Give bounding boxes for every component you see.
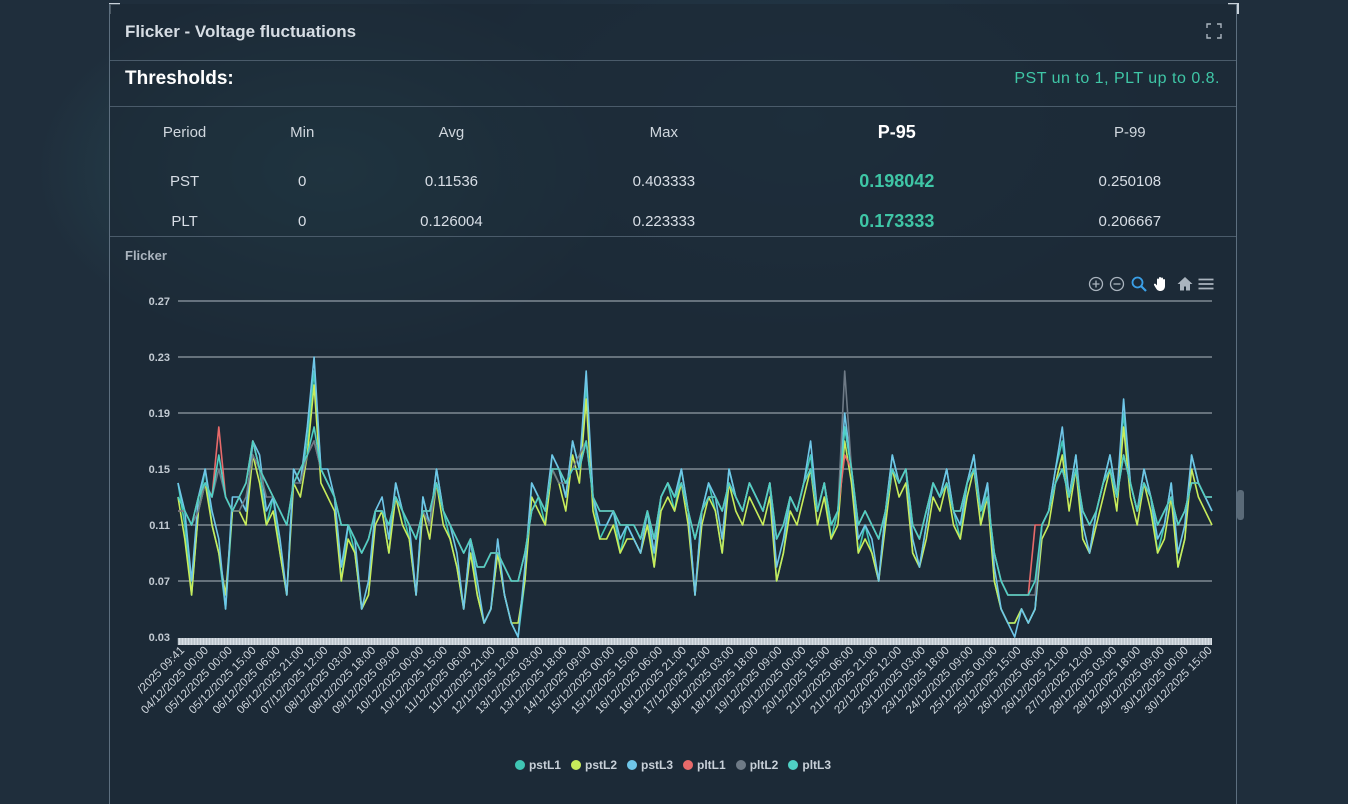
header-p95: P-95 xyxy=(877,121,916,142)
divider xyxy=(110,236,1236,237)
legend-item-pltL1[interactable]: pltL1 xyxy=(683,758,726,772)
y-tick-label: 0.27 xyxy=(149,296,170,308)
y-tick-label: 0.11 xyxy=(149,520,170,532)
legend-label: pltL2 xyxy=(749,758,779,772)
legend-label: pstL1 xyxy=(528,758,561,772)
legend-item-pstL3[interactable]: pstL3 xyxy=(627,758,673,772)
flicker-line-chart: 0.27 0.23 0.19 0.15 0.11 0.07 0.03 /2025 09:41… xyxy=(136,296,1215,716)
legend-dot xyxy=(514,760,525,770)
chart-grid xyxy=(178,300,1212,582)
series-line-pltL3 xyxy=(177,426,1212,596)
row-plt-min: 0 xyxy=(298,212,307,230)
legend-dot xyxy=(627,760,637,770)
row-pst-p99: 0.250108 xyxy=(1098,172,1162,190)
legend-label: pstL2 xyxy=(584,758,617,772)
home-icon[interactable] xyxy=(1176,275,1194,293)
thresholds-note: PST un to 1, PLT up to 0.8. xyxy=(1014,70,1220,87)
legend-item-pstL2[interactable]: pstL2 xyxy=(570,758,617,772)
thresholds-label: Thresholds: xyxy=(125,68,234,89)
row-plt-avg: 0.126004 xyxy=(420,212,483,230)
row-plt-period: PLT xyxy=(171,212,198,230)
series-lines xyxy=(177,356,1213,638)
row-pst-avg: 0.11536 xyxy=(424,172,479,190)
legend-item-pstL1[interactable]: pstL1 xyxy=(514,758,561,772)
legend-dot xyxy=(683,760,694,770)
series-line-pstL1 xyxy=(177,370,1213,638)
legend-label: pltL1 xyxy=(697,758,726,772)
series-line-pltL2 xyxy=(178,370,1212,596)
divider xyxy=(110,106,1236,107)
y-tick-label: 0.15 xyxy=(149,464,170,476)
menu-icon[interactable] xyxy=(1197,275,1215,293)
pan-icon[interactable] xyxy=(1152,275,1170,293)
header-max: Max xyxy=(649,123,679,141)
y-axis-labels: 0.27 0.23 0.19 0.15 0.11 0.07 0.03 xyxy=(149,296,170,644)
header-p99: P-99 xyxy=(1113,123,1146,141)
flicker-panel: Flicker - Voltage fluctuations Threshold… xyxy=(109,4,1237,804)
chart-legend: pstL1 pstL2 pstL3 pltL1 pltL2 pltL3 xyxy=(110,758,1236,773)
legend-item-pltL2[interactable]: pltL2 xyxy=(735,758,779,772)
x-axis-band xyxy=(178,638,1212,645)
legend-label: pstL3 xyxy=(641,758,674,772)
legend-label: pltL3 xyxy=(802,758,832,772)
row-pst-p95: 0.198042 xyxy=(859,170,935,191)
panel-title: Flicker - Voltage fluctuations xyxy=(125,22,357,41)
table-row: PLT 0 0.126004 0.223333 0.173333 0.20666… xyxy=(110,201,1236,241)
divider xyxy=(110,60,1236,61)
stats-table: Period Min Avg Max P-95 P-99 PST 0 0.115… xyxy=(110,108,1236,241)
stats-header-row: Period Min Avg Max P-95 P-99 xyxy=(110,108,1236,156)
zoom-in-icon[interactable] xyxy=(1087,275,1105,293)
y-tick-label: 0.19 xyxy=(149,408,170,420)
expand-icon[interactable] xyxy=(1206,23,1222,39)
y-tick-label: 0.23 xyxy=(149,352,170,364)
series-line-pltL1 xyxy=(178,426,1212,596)
chart-title: Flicker xyxy=(125,248,167,263)
row-pst-max: 0.403333 xyxy=(632,172,696,190)
row-plt-p95: 0.173333 xyxy=(859,210,935,231)
row-pst-min: 0 xyxy=(298,172,307,190)
header-avg: Avg xyxy=(438,123,465,141)
table-row: PST 0 0.11536 0.403333 0.198042 0.250108 xyxy=(110,156,1236,201)
y-tick-label: 0.03 xyxy=(149,632,170,644)
row-plt-p99: 0.206667 xyxy=(1098,212,1162,230)
header-min: Min xyxy=(290,123,315,141)
row-plt-max: 0.223333 xyxy=(632,212,696,230)
zoom-select-icon[interactable] xyxy=(1130,275,1148,293)
legend-dot xyxy=(788,760,799,770)
legend-dot xyxy=(570,760,581,770)
scrollbar-thumb[interactable] xyxy=(1237,490,1244,520)
y-tick-label: 0.07 xyxy=(149,576,170,588)
row-pst-period: PST xyxy=(170,172,200,190)
zoom-out-icon[interactable] xyxy=(1108,275,1126,293)
legend-dot xyxy=(735,760,746,770)
header-period: Period xyxy=(162,123,207,141)
legend-item-pltL3[interactable]: pltL3 xyxy=(788,758,831,772)
series-line-pstL3 xyxy=(177,356,1213,638)
